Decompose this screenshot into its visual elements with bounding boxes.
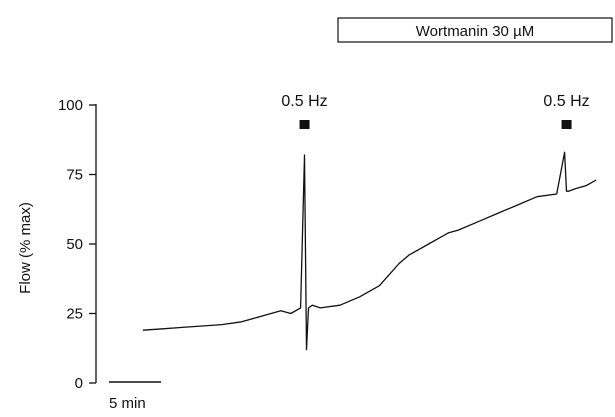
time-scale-label: 5 min bbox=[109, 395, 146, 412]
y-tick-label: 25 bbox=[66, 306, 83, 323]
stimulus-markers: 0.5 Hz 0.5 Hz bbox=[281, 93, 590, 129]
y-tick-label: 50 bbox=[66, 236, 83, 253]
flow-trace bbox=[142, 151, 597, 351]
y-axis-label: Flow (% max) bbox=[17, 202, 34, 294]
y-tick-label: 0 bbox=[75, 375, 83, 392]
stimulus-marker bbox=[299, 120, 310, 129]
treatment-bar bbox=[337, 17, 613, 43]
stimulus-label: 0.5 Hz bbox=[543, 93, 589, 110]
treatment-label: Wortmanin 30 µM bbox=[416, 23, 534, 40]
stimulus-marker bbox=[561, 120, 572, 129]
stimulus-label: 0.5 Hz bbox=[281, 93, 327, 110]
y-tick-label: 75 bbox=[66, 167, 83, 184]
y-tick-label: 100 bbox=[58, 97, 83, 114]
y-ticks: 0 25 50 75 100 bbox=[58, 97, 96, 392]
